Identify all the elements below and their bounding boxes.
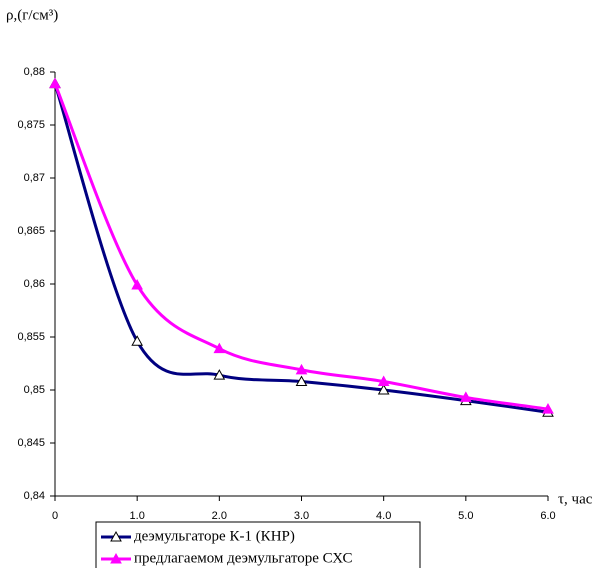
y-tick-label: 0,855 xyxy=(17,331,45,343)
series-line xyxy=(53,83,549,411)
x-axis-label: τ, час xyxy=(558,491,593,507)
x-tick-label: 0 xyxy=(52,510,58,522)
point-marker xyxy=(295,375,308,387)
series-line xyxy=(53,83,549,414)
x-tick-label: 6.0 xyxy=(540,510,555,522)
point-marker xyxy=(459,391,472,402)
y-tick-label: 0,84 xyxy=(24,490,45,502)
point-marker xyxy=(542,403,554,414)
y-axis-label: ρ,(г/см³) xyxy=(6,7,58,23)
legend-box xyxy=(95,521,421,568)
x-tick-label: 4.0 xyxy=(376,510,391,522)
point-marker xyxy=(49,77,61,89)
y-tick-label: 0,85 xyxy=(24,384,45,396)
point-marker xyxy=(377,375,390,387)
x-tick-label: 1.0 xyxy=(130,510,145,522)
x-tick-label: 5.0 xyxy=(458,510,473,522)
legend-marker xyxy=(110,530,122,542)
y-tick-label: 0,865 xyxy=(17,225,45,237)
y-tick-label: 0,845 xyxy=(17,437,45,449)
y-tick-label: 0,875 xyxy=(17,119,45,131)
y-tick-label: 0,88 xyxy=(24,66,45,78)
legend-label: деэмульгаторе К-1 (КНР) xyxy=(134,528,295,544)
point-marker xyxy=(377,383,390,395)
legend-label: предлагаемом деэмульгаторе СХС xyxy=(134,550,353,566)
y-tick-label: 0,87 xyxy=(24,172,45,184)
point-marker xyxy=(213,369,226,380)
point-marker xyxy=(295,363,308,375)
x-tick-label: 2.0 xyxy=(212,510,227,522)
point-marker xyxy=(131,335,144,346)
y-tick-label: 0,86 xyxy=(24,278,45,290)
x-tick-label: 3.0 xyxy=(294,510,309,522)
point-marker xyxy=(213,342,226,354)
legend-marker xyxy=(110,552,122,564)
point-marker xyxy=(131,279,144,290)
